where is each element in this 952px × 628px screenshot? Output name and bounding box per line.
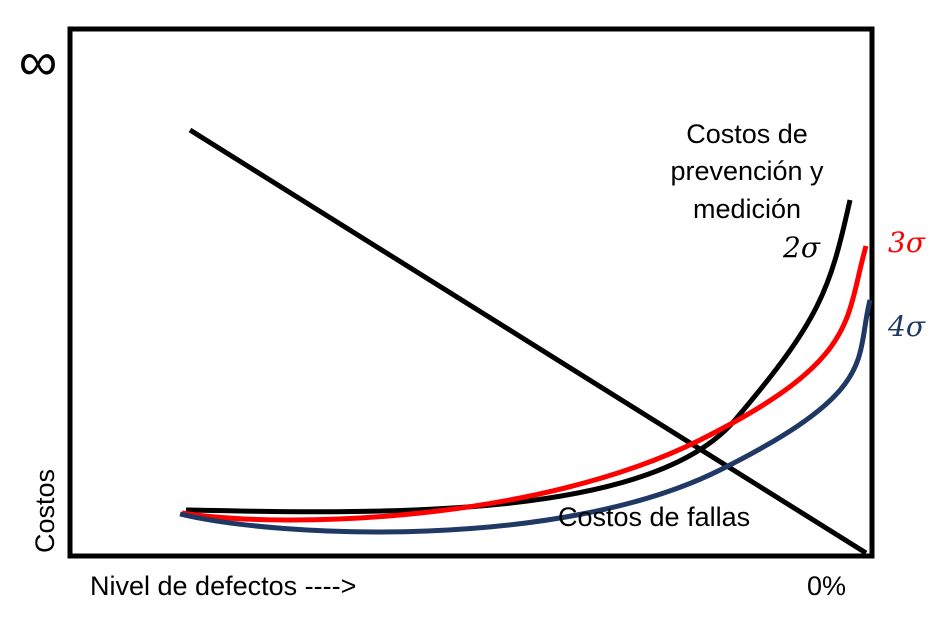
- curve-2-sigma-label: 2σ: [782, 231, 821, 264]
- failure-label: Costos de fallas: [558, 502, 750, 532]
- x-axis-label: Nivel de defectos ---->: [90, 571, 356, 601]
- prevention-label-line-2: prevención y: [670, 156, 824, 186]
- infinity-symbol: ∞: [19, 32, 58, 92]
- prevention-label-line-3: medición: [693, 194, 801, 224]
- curve-2-sigma: [185, 199, 853, 515]
- curve-3-sigma-label: 3σ: [888, 226, 926, 259]
- failure-cost-line: [188, 127, 868, 556]
- curve-3-sigma: [181, 245, 869, 523]
- plot-frame: [67, 26, 875, 559]
- prevention-label-line-1: Costos de: [686, 119, 808, 149]
- curve-4-sigma-label: 4σ: [887, 310, 926, 343]
- y-axis-label: Costos: [30, 469, 60, 553]
- curve-4-sigma: [179, 299, 873, 535]
- x-axis-end-label: 0%: [807, 571, 846, 601]
